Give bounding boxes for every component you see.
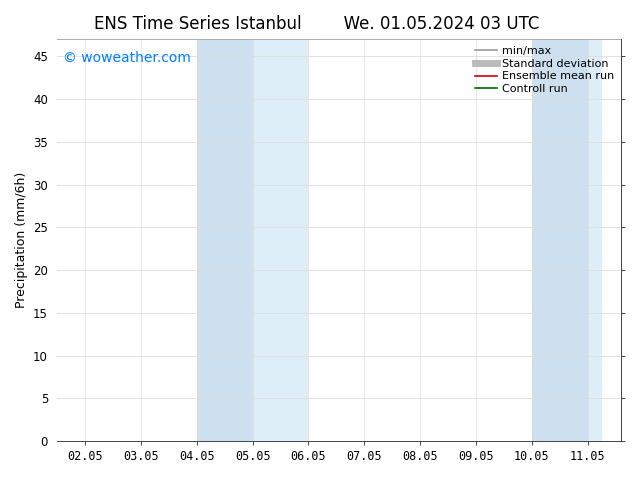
Bar [252, 39, 309, 441]
Legend: min/max, Standard deviation, Ensemble mean run, Controll run: min/max, Standard deviation, Ensemble me… [470, 42, 619, 98]
Bar [588, 39, 602, 441]
Bar [197, 39, 252, 441]
Text: © woweather.com: © woweather.com [63, 51, 191, 65]
Y-axis label: Precipitation (mm/6h): Precipitation (mm/6h) [15, 172, 28, 308]
Text: ENS Time Series Istanbul        We. 01.05.2024 03 UTC: ENS Time Series Istanbul We. 01.05.2024 … [94, 15, 540, 33]
Bar [532, 39, 588, 441]
